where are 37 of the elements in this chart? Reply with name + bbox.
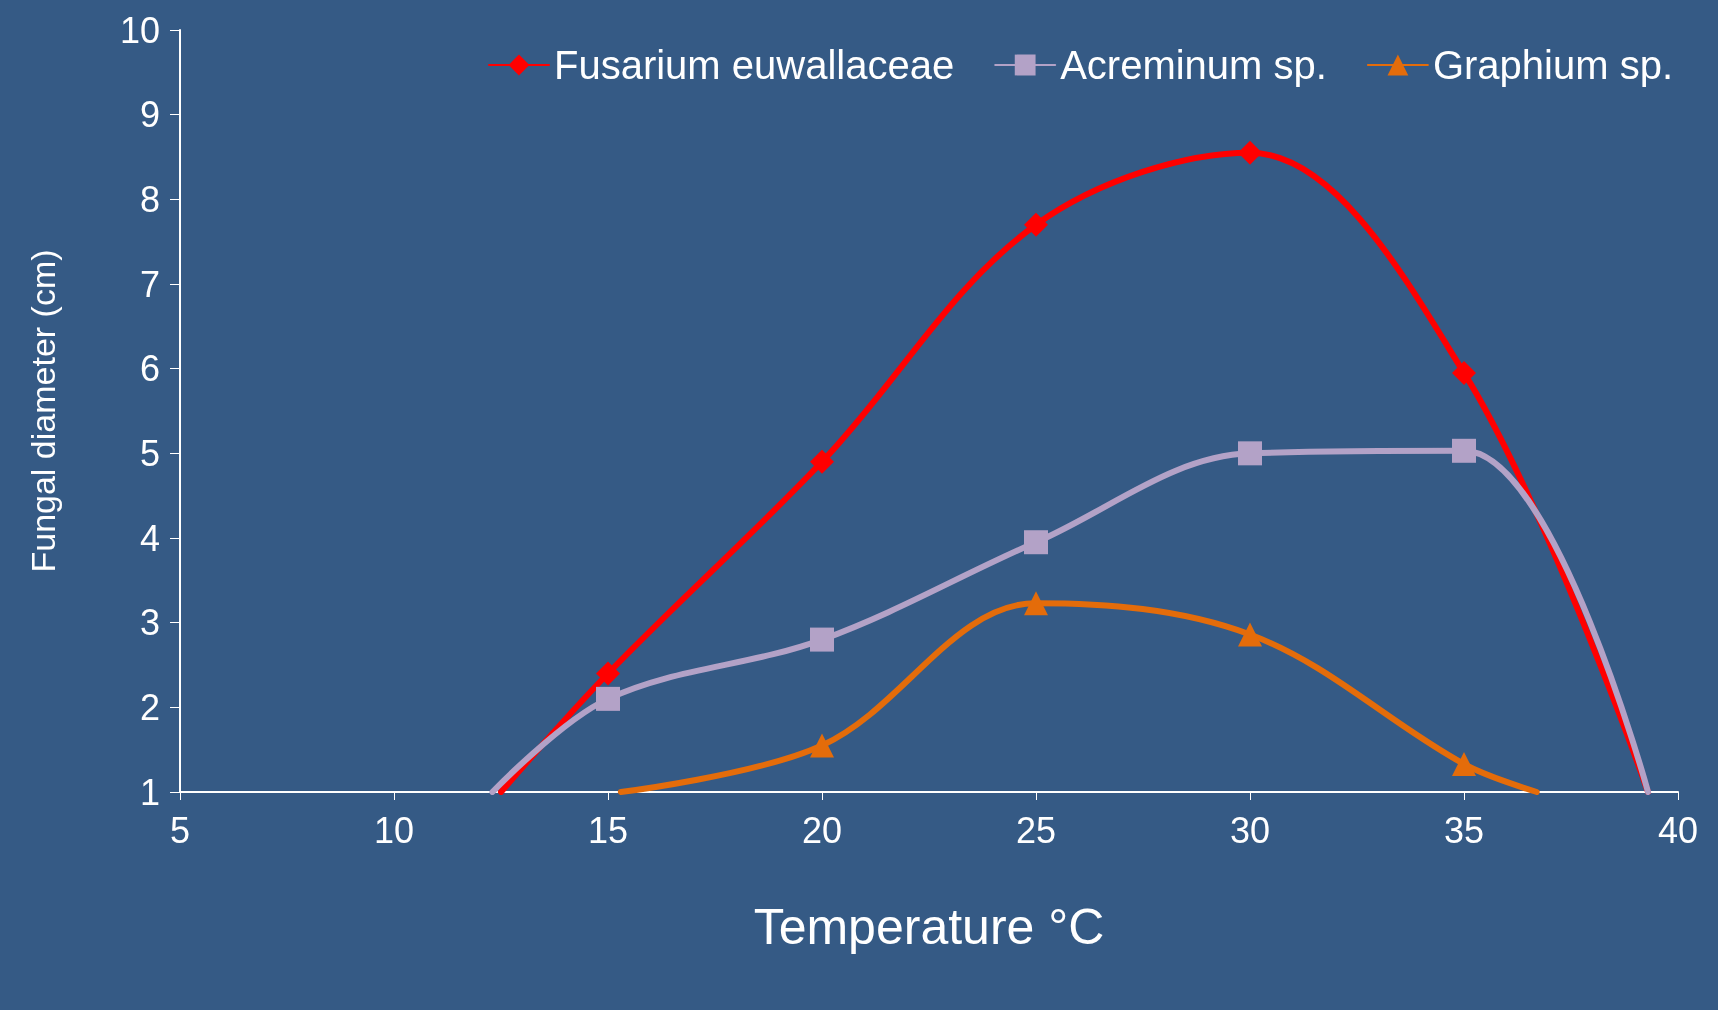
point (1452, 752, 1476, 777)
point (810, 733, 834, 758)
y-tick-label: 3 (139, 602, 160, 644)
x-tick-label: 25 (1015, 809, 1057, 851)
point (596, 661, 620, 686)
legend-label: Acreminum sp. (1060, 43, 1327, 87)
point (1238, 622, 1262, 647)
x-tick-label: 40 (1657, 809, 1699, 851)
y-tick-label: 9 (139, 94, 160, 136)
x-tick-label: 10 (373, 809, 415, 851)
y-tick-label: 7 (139, 263, 160, 305)
x-tick-label: 5 (169, 809, 191, 851)
x-tick-label: 30 (1229, 809, 1271, 851)
point (1238, 441, 1262, 466)
point (1024, 212, 1048, 237)
legend-label: Graphium sp. (1432, 43, 1674, 87)
y-tick-label: 5 (139, 432, 160, 474)
point (810, 449, 834, 474)
y-tick-label: 1 (139, 771, 160, 813)
x-axis-title: Temperature °C (753, 899, 1105, 955)
point (1452, 438, 1476, 463)
point (810, 627, 834, 652)
y-tick-label: 6 (139, 348, 160, 390)
y-tick-label: 4 (139, 517, 160, 559)
x-tick-label: 15 (587, 809, 629, 851)
legend-label: Fusarium euwallaceae (553, 43, 955, 87)
y-tick-label: 8 (139, 178, 160, 220)
point (596, 686, 620, 711)
y-axis-title: Fungal diameter (cm) (24, 249, 62, 573)
y-tick-label: 2 (139, 686, 160, 728)
x-tick-label: 35 (1443, 809, 1485, 851)
point (1024, 530, 1048, 555)
x-tick-label: 20 (801, 809, 843, 851)
y-tick-label: 10 (119, 9, 160, 51)
point (1238, 140, 1262, 165)
point (1452, 360, 1476, 385)
point (1024, 591, 1048, 616)
